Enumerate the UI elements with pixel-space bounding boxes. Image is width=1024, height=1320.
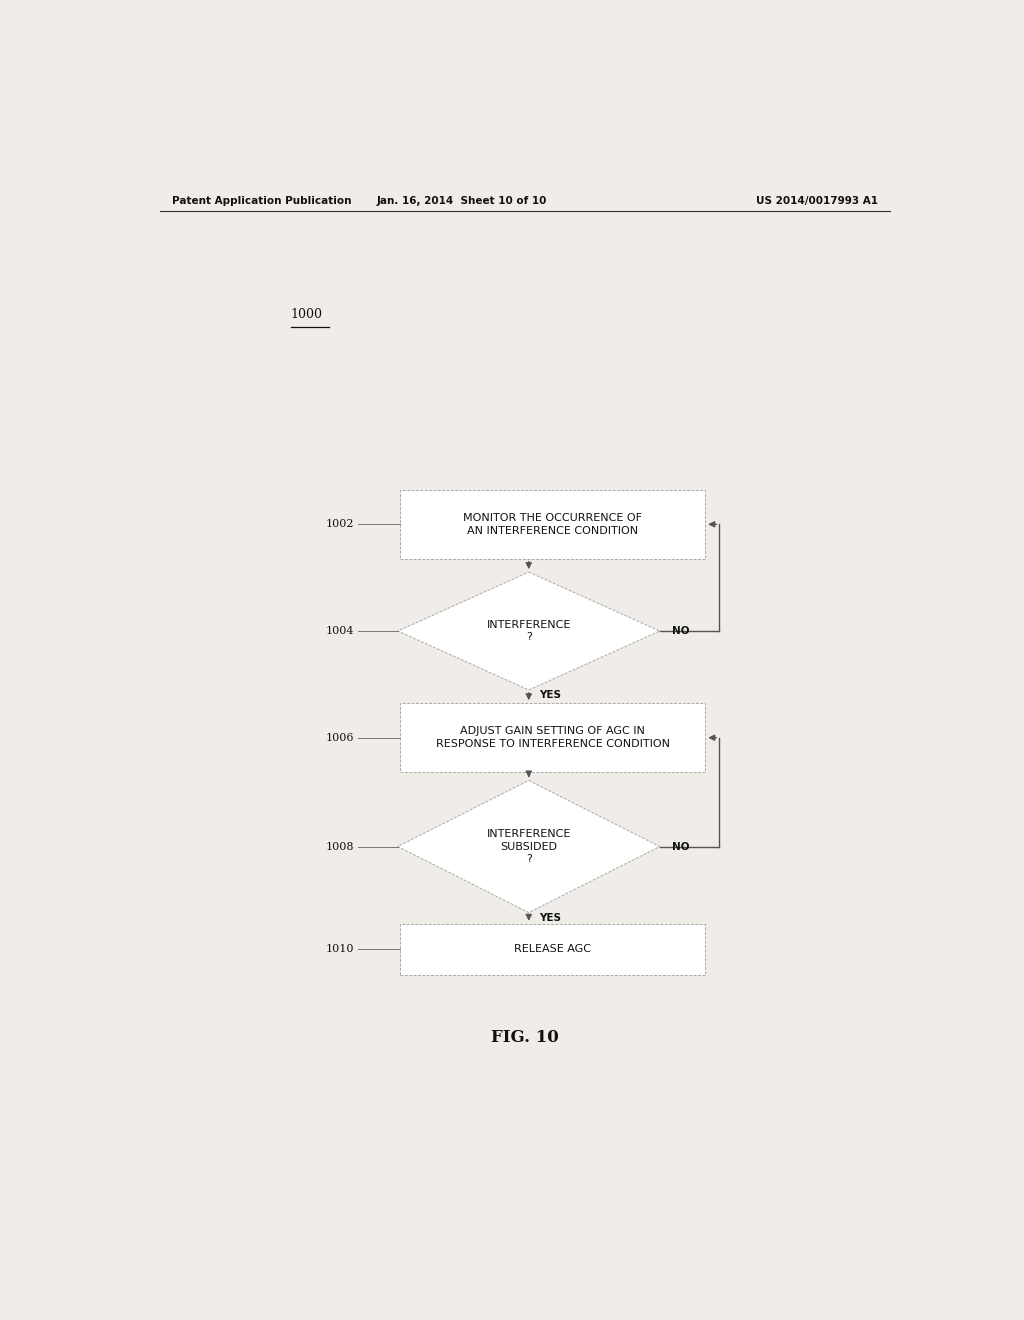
Text: RELEASE AGC: RELEASE AGC [514,944,591,954]
Text: ADJUST GAIN SETTING OF AGC IN
RESPONSE TO INTERFERENCE CONDITION: ADJUST GAIN SETTING OF AGC IN RESPONSE T… [435,726,670,750]
Text: YES: YES [539,912,561,923]
Text: 1004: 1004 [326,626,354,636]
Text: US 2014/0017993 A1: US 2014/0017993 A1 [756,197,878,206]
Text: FIG. 10: FIG. 10 [490,1030,559,1045]
Text: 1002: 1002 [326,519,354,529]
Text: 1006: 1006 [326,733,354,743]
Text: Jan. 16, 2014  Sheet 10 of 10: Jan. 16, 2014 Sheet 10 of 10 [376,197,547,206]
Text: INTERFERENCE
SUBSIDED
?: INTERFERENCE SUBSIDED ? [486,829,571,863]
FancyBboxPatch shape [399,490,706,558]
FancyBboxPatch shape [399,924,706,974]
Polygon shape [397,572,659,690]
Polygon shape [397,780,659,912]
Text: NO: NO [672,842,689,851]
Text: NO: NO [672,626,689,636]
Text: INTERFERENCE
?: INTERFERENCE ? [486,620,571,643]
Text: YES: YES [539,690,561,700]
Text: 1010: 1010 [326,944,354,954]
FancyBboxPatch shape [399,704,706,772]
Text: MONITOR THE OCCURRENCE OF
AN INTERFERENCE CONDITION: MONITOR THE OCCURRENCE OF AN INTERFERENC… [463,512,642,536]
Text: Patent Application Publication: Patent Application Publication [172,197,351,206]
Text: 1000: 1000 [291,308,323,321]
Text: 1008: 1008 [326,842,354,851]
